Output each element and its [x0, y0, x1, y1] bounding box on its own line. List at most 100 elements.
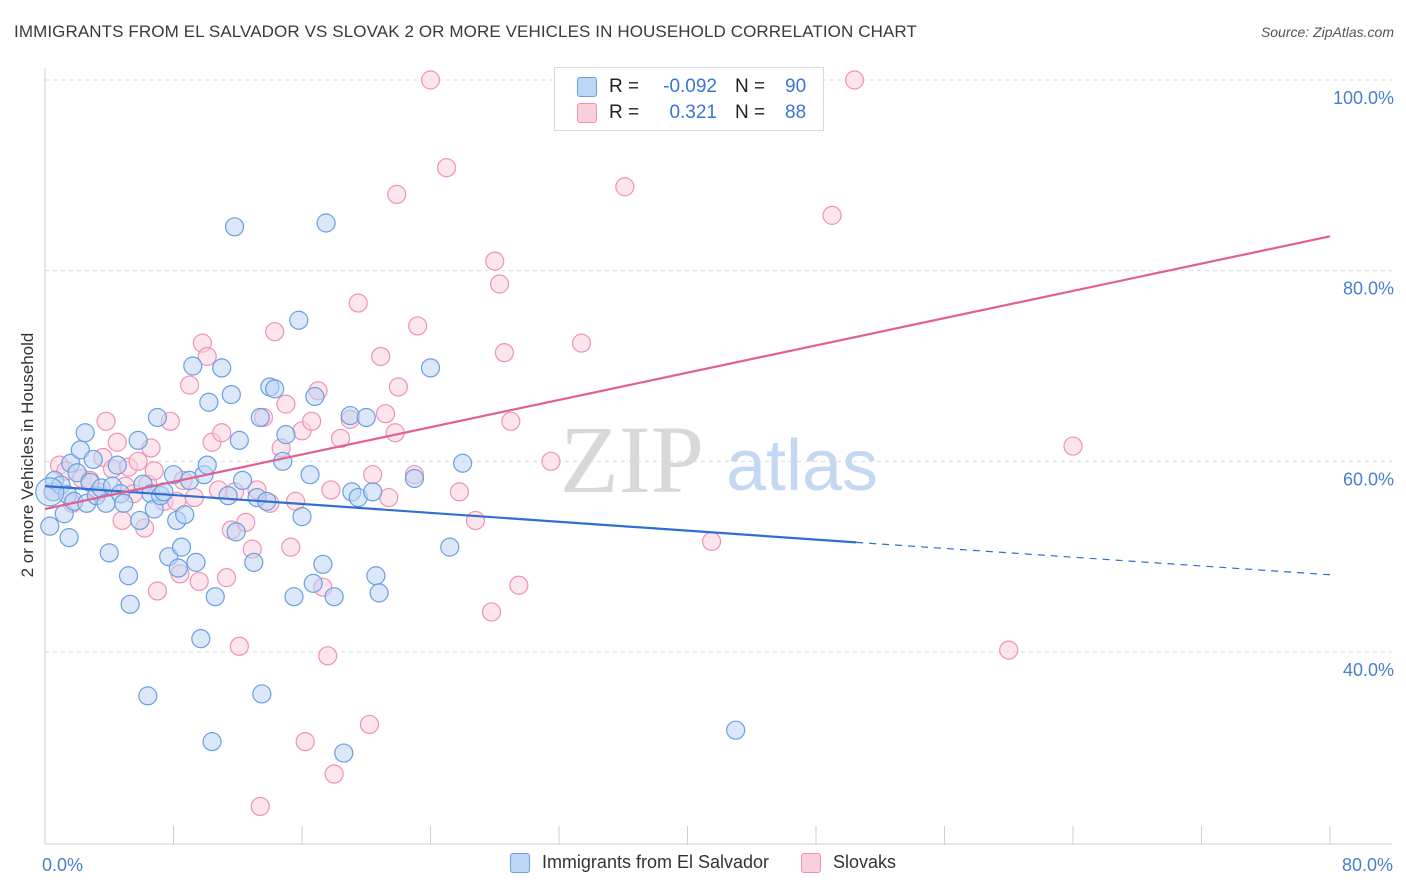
legend-swatch-pink [577, 103, 597, 123]
point-el-salvador [284, 587, 304, 607]
legend-row-slovaks: R = 0.321 N = 88 [577, 101, 806, 125]
point-slovaks [189, 571, 209, 592]
point-el-salvador [120, 594, 140, 614]
point-el-salvador [218, 486, 238, 506]
legend-item-el-salvador: Immigrants from El Salvador [509, 852, 770, 873]
point-el-salvador [107, 455, 127, 475]
point-el-salvador [420, 358, 441, 378]
y-tick-label: 100.0% [1333, 88, 1394, 108]
legend-r-value: -0.092 [663, 76, 717, 97]
point-el-salvador [171, 537, 192, 557]
legend-r-value: 0.321 [669, 102, 717, 123]
point-slovaks [216, 568, 237, 588]
point-el-salvador [316, 213, 336, 233]
point-el-salvador [175, 505, 195, 525]
point-slovaks [371, 346, 391, 367]
point-el-salvador [35, 477, 65, 507]
series-el-salvador [35, 213, 746, 763]
trend-line-el-salvador-projection [856, 541, 1331, 576]
point-el-salvador [340, 405, 360, 426]
point-slovaks [449, 482, 470, 502]
point-el-salvador [197, 455, 217, 475]
point-el-salvador [276, 425, 296, 445]
point-slovaks [1063, 436, 1083, 456]
point-el-salvador [313, 554, 333, 574]
point-slovaks [318, 646, 338, 666]
point-el-salvador [205, 587, 225, 607]
point-el-salvador [305, 386, 325, 407]
point-el-salvador [334, 743, 354, 763]
legend-swatch-blue [509, 852, 530, 873]
point-el-salvador [199, 392, 219, 412]
legend-row-el-salvador: R = -0.092 N = 90 [577, 75, 806, 99]
legend-label: Immigrants from El Salvador [541, 852, 770, 872]
trend-lines [44, 235, 1331, 576]
x-tick-label: 80.0% [1342, 855, 1393, 875]
point-slovaks [330, 428, 351, 449]
point-el-salvador [59, 527, 79, 548]
point-slovaks [489, 274, 510, 294]
point-el-salvador [202, 732, 222, 752]
correlation-legend: R = -0.092 N = 90 R = 0.321 N = 88 [554, 67, 824, 131]
legend-item-slovaks: Slovaks [801, 852, 896, 873]
y-tick-label: 60.0% [1343, 469, 1394, 489]
point-el-salvador [252, 684, 272, 704]
point-el-salvador [128, 430, 148, 450]
point-slovaks [999, 640, 1019, 660]
point-el-salvador [75, 423, 95, 443]
legend-label: Slovaks [833, 852, 897, 872]
point-el-salvador [168, 558, 188, 578]
y-tick-label: 40.0% [1343, 660, 1394, 680]
legend-n-value: 90 [785, 76, 807, 97]
point-el-salvador [224, 217, 245, 237]
point-el-salvador [324, 587, 344, 607]
point-el-salvador [453, 453, 473, 473]
point-el-salvador [130, 510, 150, 531]
point-slovaks [363, 465, 383, 485]
point-el-salvador [292, 507, 312, 527]
point-el-salvador [83, 449, 103, 470]
point-el-salvador [226, 522, 246, 542]
zipatlas-watermark: ZIP atlas [560, 406, 878, 513]
y-tick-label: 80.0% [1343, 279, 1394, 299]
point-slovaks [509, 575, 529, 595]
point-slovaks [321, 480, 341, 500]
point-el-salvador [369, 583, 389, 603]
point-slovaks [494, 343, 514, 363]
point-el-salvador [273, 451, 293, 471]
point-el-salvador [404, 468, 425, 489]
point-slovaks [144, 461, 164, 481]
point-el-salvador [232, 470, 253, 490]
legend-swatch-blue [577, 77, 597, 97]
point-slovaks [112, 510, 132, 531]
series-legend: Immigrants from El Salvador Slovaks [0, 852, 1406, 873]
point-el-salvador [99, 543, 119, 563]
point-slovaks [250, 796, 270, 817]
point-slovaks [379, 487, 399, 508]
point-slovaks [436, 158, 457, 178]
point-slovaks [541, 451, 561, 471]
point-el-salvador [303, 573, 323, 593]
point-el-salvador [265, 379, 285, 399]
legend-n-value: 88 [785, 102, 807, 123]
chart-title: IMMIGRANTS FROM EL SALVADOR VS SLOVAK 2 … [14, 22, 917, 41]
point-slovaks [359, 714, 380, 735]
point-slovaks [281, 537, 301, 557]
point-slovaks [147, 581, 168, 601]
point-slovaks [701, 531, 722, 552]
point-el-salvador [186, 552, 206, 572]
point-slovaks [197, 346, 217, 367]
trend-line-el-salvador [44, 485, 857, 544]
point-el-salvador [440, 537, 460, 557]
trend-line-slovaks [44, 235, 1331, 511]
tick-labels: 40.0% 60.0% 80.0% 100.0% 0.0% 80.0% [42, 88, 1394, 875]
point-slovaks [265, 322, 285, 342]
point-slovaks [615, 177, 635, 197]
point-slovaks [420, 70, 441, 90]
legend-swatch-pink [801, 852, 822, 873]
axes [44, 68, 1392, 845]
point-el-salvador [191, 629, 211, 649]
legend-n-label: N = [735, 76, 766, 97]
point-slovaks [276, 394, 296, 414]
point-slovaks [465, 510, 486, 531]
